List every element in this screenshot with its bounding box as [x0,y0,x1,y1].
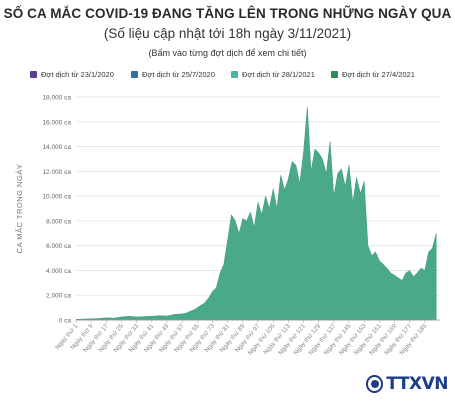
legend: Đợt dịch từ 23/1/2020 Đợt dịch từ 25/7/2… [30,70,450,84]
y-tick-label-9: 18.000 ca [42,95,71,102]
legend-label-wave-2: Đợt dịch từ 25/7/2020 [142,70,215,79]
legend-label-wave-4: Đợt dịch từ 27/4/2021 [342,70,415,79]
ttxvn-logo-icon [366,375,384,393]
legend-item-wave-1[interactable]: Đợt dịch từ 23/1/2020 [30,70,114,79]
legend-label-wave-3: Đợt dịch từ 28/1/2021 [242,70,315,79]
y-tick-label-6: 12.000 ca [42,169,71,176]
legend-label-wave-1: Đợt dịch từ 23/1/2020 [41,70,114,79]
y-tick-label-0: 0 ca [59,318,72,325]
legend-item-wave-4[interactable]: Đợt dịch từ 27/4/2021 [331,70,415,79]
legend-item-wave-3[interactable]: Đợt dịch từ 28/1/2021 [231,70,315,79]
legend-swatch-wave-1 [30,71,37,78]
y-tick-label-5: 10.000 ca [42,194,71,201]
y-tick-label-2: 4.000 ca [46,268,71,275]
series-area-wave-4 [75,106,437,321]
ttxvn-logo: TTXVN [366,373,448,395]
y-tick-label-8: 16.000 ca [42,119,71,126]
chart-title: SỐ CA MẮC COVID-19 ĐANG TĂNG LÊN TRONG N… [3,6,452,21]
legend-swatch-wave-3 [231,71,238,78]
y-tick-label-7: 14.000 ca [42,144,71,151]
chart-note: (Bấm vào từng đợt dịch để xem chi tiết) [148,48,307,58]
chart-subtitle: (Số liệu cập nhật tới 18h ngày 3/11/2021… [103,26,352,41]
legend-swatch-wave-4 [331,71,338,78]
y-axis-title: CA MẮC TRONG NGÀY [15,164,24,254]
ttxvn-logo-text: TTXVN [386,374,448,394]
y-tick-label-1: 2.000 ca [46,293,71,300]
y-tick-label-3: 6.000 ca [46,243,71,250]
y-tick-label-4: 8.000 ca [46,218,71,225]
legend-swatch-wave-2 [131,71,138,78]
legend-item-wave-2[interactable]: Đợt dịch từ 25/7/2020 [131,70,215,79]
